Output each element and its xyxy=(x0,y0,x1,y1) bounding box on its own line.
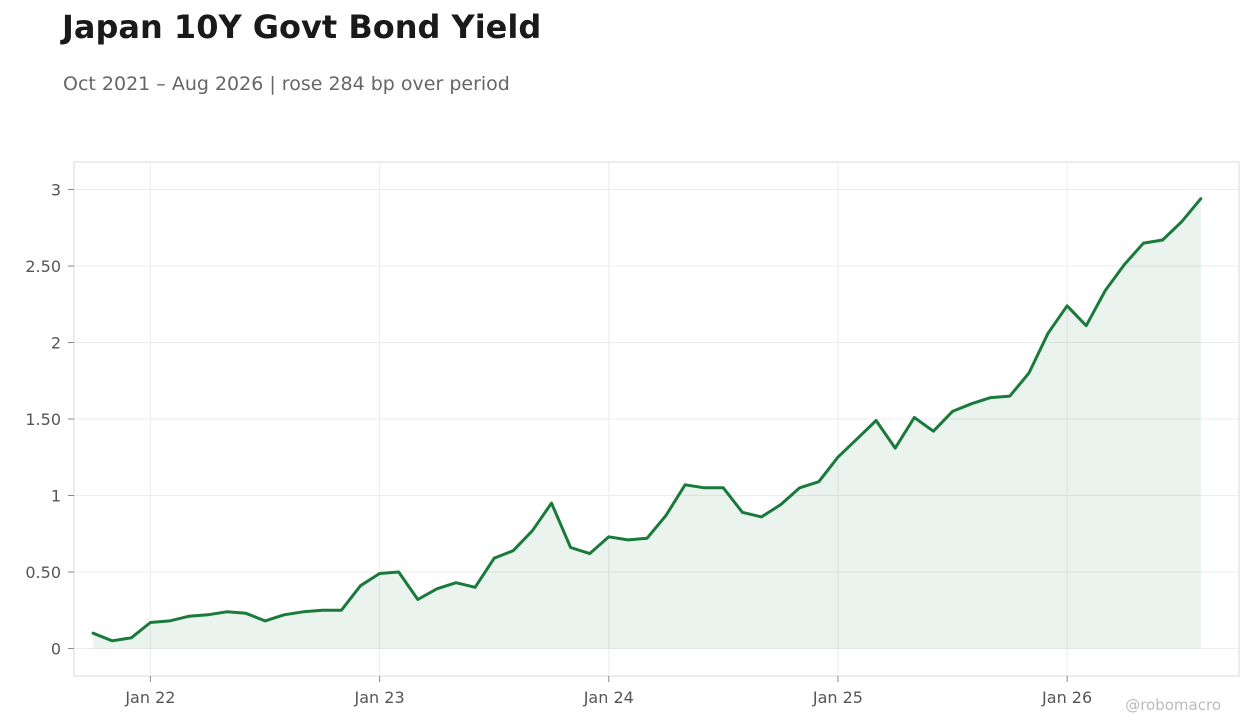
data-point: 2022-12: 0.41 xyxy=(359,584,363,588)
data-point: 2023-10: 0.95 xyxy=(550,501,554,505)
data-point: 2024-09: 0.86 xyxy=(760,515,764,519)
y-tick-label: 0.50 xyxy=(25,563,61,582)
data-point: 2026-06: 2.67 xyxy=(1161,238,1165,242)
chart-title: Japan 10Y Govt Bond Yield xyxy=(62,8,542,46)
y-tick-label: 1 xyxy=(51,486,61,505)
data-point: 2022-07: 0.18 xyxy=(263,619,267,623)
data-point: 2023-06: 0.4 xyxy=(473,585,477,589)
data-point: 2022-04: 0.22 xyxy=(206,613,210,617)
data-point: 2023-09: 0.77 xyxy=(530,529,534,533)
x-tick-label: Jan 25 xyxy=(812,688,863,707)
series-area xyxy=(93,198,1201,649)
x-tick-label: Jan 26 xyxy=(1041,688,1092,707)
chart-subtitle: Oct 2021 – Aug 2026 | rose 284 bp over p… xyxy=(63,73,510,95)
x-tick-label: Jan 22 xyxy=(124,688,175,707)
data-point: 2026-08: 2.94 xyxy=(1199,197,1203,201)
x-tick-label: Jan 23 xyxy=(354,688,405,707)
data-point: 2022-06: 0.23 xyxy=(244,611,248,615)
data-point: 2026-02: 2.11 xyxy=(1084,324,1088,328)
data-point: 2025-02: 1.37 xyxy=(855,437,859,441)
data-point: 2022-10: 0.25 xyxy=(320,608,324,612)
data-point: 2025-05: 1.51 xyxy=(912,416,916,420)
data-point: 2024-04: 0.87 xyxy=(664,513,668,517)
data-point: 2022-08: 0.22 xyxy=(282,613,286,617)
series-line xyxy=(91,197,1203,643)
data-point: 2022-03: 0.21 xyxy=(187,614,191,618)
data-point: 2022-05: 0.24 xyxy=(225,610,229,614)
data-point: 2024-11: 1.05 xyxy=(798,486,802,490)
data-point: 2024-05: 1.07 xyxy=(683,483,687,487)
y-tick-label: 2.50 xyxy=(25,257,61,276)
data-point: 2024-07: 1.05 xyxy=(721,486,725,490)
data-point: 2022-09: 0.24 xyxy=(301,610,305,614)
data-point: 2026-05: 2.65 xyxy=(1142,241,1146,245)
data-point: 2023-04: 0.39 xyxy=(435,587,439,591)
data-point: 2024-03: 0.72 xyxy=(645,536,649,540)
data-point: 2023-01: 0.49 xyxy=(378,572,382,576)
data-point: 2025-12: 2.06 xyxy=(1046,331,1050,335)
data-point: 2023-05: 0.43 xyxy=(454,581,458,585)
data-point: 2024-02: 0.71 xyxy=(626,538,630,542)
data-point: 2025-08: 1.6 xyxy=(970,402,974,406)
data-point: 2023-11: 0.66 xyxy=(569,546,573,550)
data-point: 2022-02: 0.18 xyxy=(168,619,172,623)
data-point: 2023-08: 0.64 xyxy=(511,549,515,553)
data-point: 2023-03: 0.32 xyxy=(416,598,420,602)
x-tick-label: Jan 24 xyxy=(583,688,634,707)
data-point: 2021-12: 0.07 xyxy=(129,636,133,640)
watermark: @robomacro xyxy=(1125,696,1221,714)
data-point: 2025-07: 1.55 xyxy=(951,409,955,413)
data-point: 2022-01: 0.17 xyxy=(148,621,152,625)
y-tick-label: 3 xyxy=(51,181,61,200)
data-point: 2024-12: 1.09 xyxy=(817,480,821,484)
data-point: 2024-06: 1.05 xyxy=(702,486,706,490)
data-point: 2021-10: 0.1 xyxy=(91,631,95,635)
data-point: 2025-01: 1.25 xyxy=(836,455,840,459)
data-point: 2022-11: 0.25 xyxy=(339,608,343,612)
y-tick-label: 1.50 xyxy=(25,410,61,429)
data-point: 2023-02: 0.5 xyxy=(397,570,401,574)
data-point: 2025-11: 1.8 xyxy=(1027,371,1031,375)
data-point: 2025-10: 1.65 xyxy=(1008,394,1012,398)
y-tick-label: 2 xyxy=(51,334,61,353)
data-point: 2021-11: 0.05 xyxy=(110,639,114,643)
data-point: 2026-03: 2.34 xyxy=(1103,289,1107,293)
data-point: 2023-07: 0.59 xyxy=(492,556,496,560)
data-point: 2026-07: 2.79 xyxy=(1180,220,1184,224)
data-point: 2026-04: 2.51 xyxy=(1122,263,1126,267)
data-point: 2023-12: 0.62 xyxy=(588,552,592,556)
data-point: 2024-08: 0.89 xyxy=(740,510,744,514)
data-point: 2025-04: 1.31 xyxy=(893,446,897,450)
y-tick-label: 0 xyxy=(51,639,61,658)
data-point: 2024-01: 0.73 xyxy=(607,535,611,539)
data-point: 2025-06: 1.42 xyxy=(931,429,935,433)
data-point: 2025-09: 1.64 xyxy=(989,396,993,400)
data-point: 2026-01: 2.24 xyxy=(1065,304,1069,308)
data-point: 2025-03: 1.49 xyxy=(874,419,878,423)
data-point: 2024-10: 0.94 xyxy=(779,503,783,507)
